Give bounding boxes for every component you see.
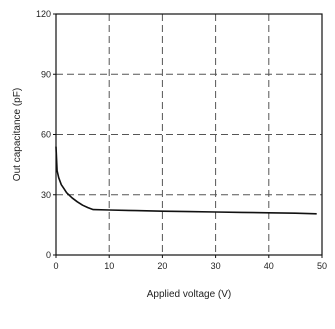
- x-tick-label: 0: [53, 261, 58, 271]
- x-tick-label: 50: [317, 261, 327, 271]
- y-axis-title: Out capacitance (pF): [12, 88, 23, 181]
- x-tick-label: 10: [104, 261, 114, 271]
- y-tick-label: 90: [41, 69, 51, 79]
- y-tick-label: 30: [41, 190, 51, 200]
- x-tick-label: 40: [264, 261, 274, 271]
- x-tick-label: 30: [211, 261, 221, 271]
- axis-ticks: 0 10 20 30 40 50 0 30 60 90 120: [36, 9, 327, 271]
- x-axis-title: Applied voltage (V): [147, 289, 232, 300]
- grid-lines: [56, 14, 322, 255]
- series-group: [55, 146, 317, 215]
- y-tick-label: 60: [41, 130, 51, 140]
- x-tick-label: 20: [157, 261, 167, 271]
- capacitance-curve: [55, 146, 317, 215]
- y-tick-label: 120: [36, 9, 51, 19]
- y-tick-label: 0: [46, 250, 51, 260]
